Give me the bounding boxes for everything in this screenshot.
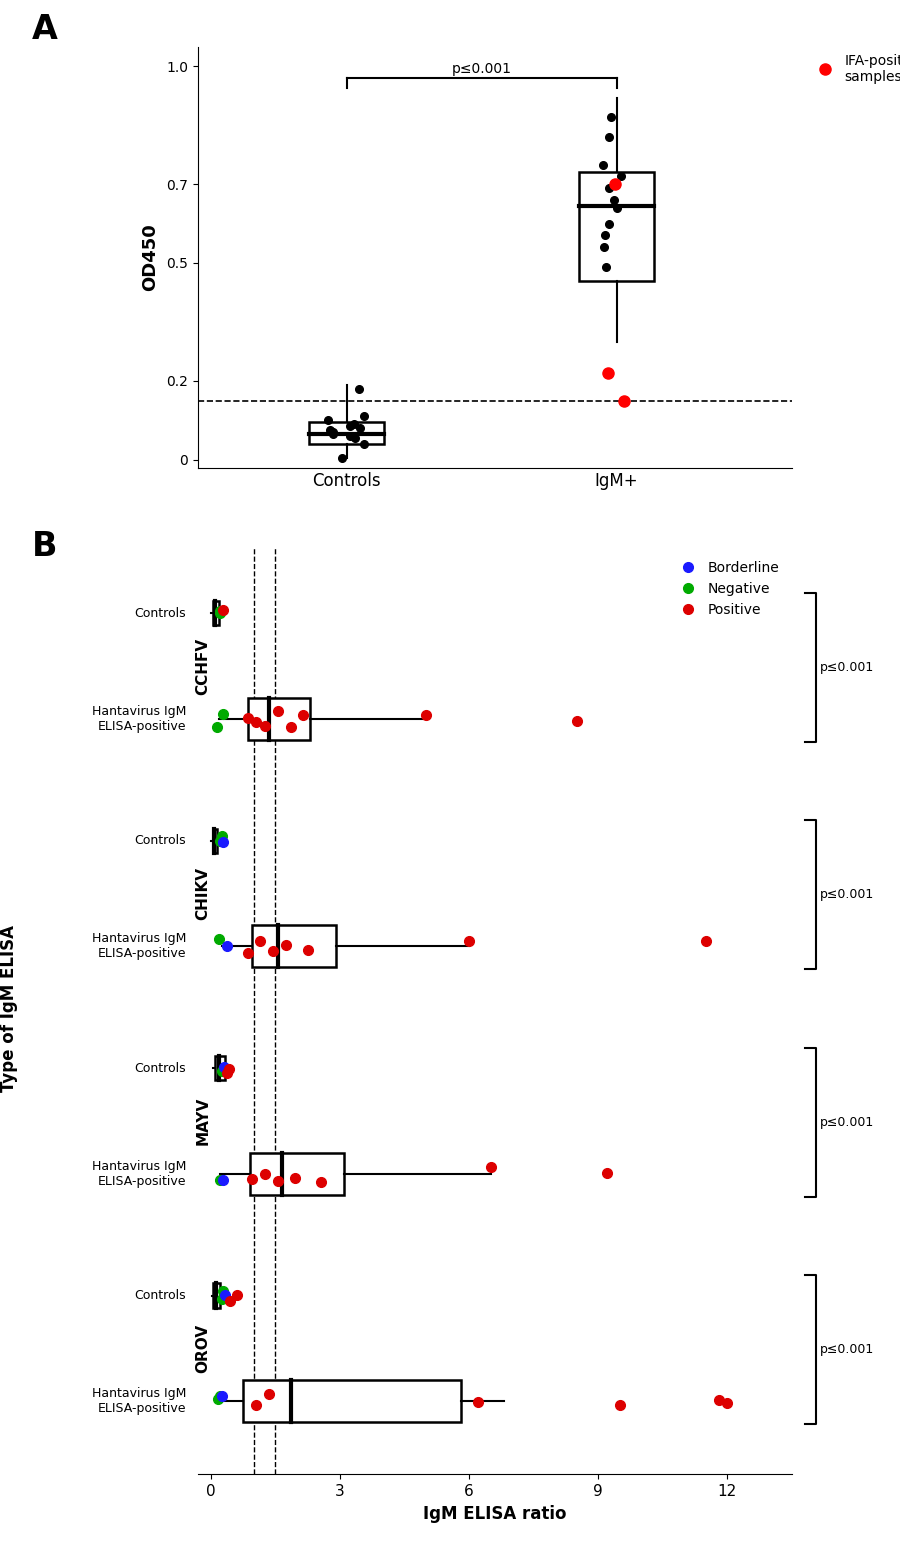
Text: p≤0.001: p≤0.001	[452, 62, 511, 76]
Bar	[309, 422, 384, 444]
Bar	[215, 1055, 225, 1080]
Bar	[243, 1380, 461, 1423]
Text: p≤0.001: p≤0.001	[820, 888, 874, 902]
Legend: Borderline, Negative, Positive: Borderline, Negative, Positive	[669, 556, 785, 622]
Text: p≤0.001: p≤0.001	[820, 661, 874, 674]
Text: CHIKV: CHIKV	[195, 868, 211, 920]
Bar	[213, 1284, 220, 1308]
Bar	[252, 925, 336, 967]
Text: p≤0.001: p≤0.001	[820, 1342, 874, 1356]
Text: B: B	[32, 529, 58, 563]
Text: CCHFV: CCHFV	[195, 638, 211, 695]
Text: Type of IgM ELISA: Type of IgM ELISA	[0, 925, 18, 1093]
Bar	[249, 1153, 345, 1195]
Bar	[213, 601, 219, 625]
Bar	[212, 829, 218, 854]
Legend: IFA-positive
samples: IFA-positive samples	[811, 53, 900, 84]
Y-axis label: OD450: OD450	[141, 223, 159, 290]
X-axis label: IgM ELISA ratio: IgM ELISA ratio	[423, 1505, 567, 1523]
Text: MAYV: MAYV	[195, 1097, 211, 1145]
Bar	[248, 698, 310, 740]
Text: A: A	[32, 12, 58, 47]
Text: p≤0.001: p≤0.001	[820, 1116, 874, 1128]
Bar	[579, 172, 654, 281]
Text: OROV: OROV	[195, 1324, 211, 1374]
